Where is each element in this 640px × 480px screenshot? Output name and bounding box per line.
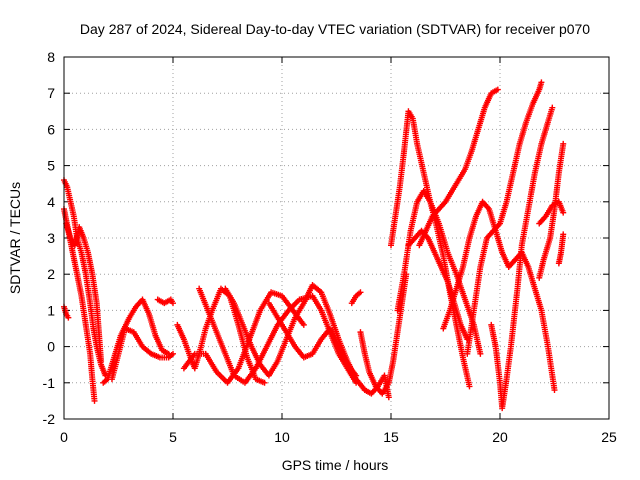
chart-title: Day 287 of 2024, Sidereal Day-to-day VTE… [80,21,590,37]
series-sat-l [265,300,360,379]
x-tick-label: 25 [601,429,617,445]
data-point [65,314,72,321]
x-axis-label: GPS time / hours [282,457,389,473]
y-tick-label: 3 [47,230,55,246]
y-tick-label: 2 [47,266,55,282]
x-tick-label: 20 [492,429,508,445]
series-sat-m [348,289,364,307]
y-tick-label: 5 [47,158,55,174]
series-sat-e [100,296,172,386]
series-sat-u [464,79,545,357]
series-sat-f [108,325,176,383]
y-axis-label: SDTVAR / TECUs [7,182,23,294]
data-point [560,140,567,147]
series-sat-x [536,140,567,281]
plot-frame [63,56,610,420]
y-tick-label: 6 [47,121,55,137]
y-tick-label: 1 [47,302,55,318]
series-sat-j [196,285,360,386]
data-point [91,397,98,404]
data-point [549,104,556,111]
data-point [261,379,268,386]
data-point [170,350,176,357]
x-tick-label: 10 [274,429,290,445]
data-point [170,300,176,307]
x-tick-label: 5 [169,429,177,445]
series-sat-o [361,372,392,401]
y-tick-label: 8 [47,49,55,65]
data-point [560,231,567,238]
data-point [494,86,501,93]
y-tick-label: 4 [47,194,55,210]
data-point [551,387,558,394]
series-sat-c [61,303,72,321]
y-tick-label: -1 [43,375,56,391]
y-tick-label: 7 [47,85,55,101]
data-points [61,79,567,412]
series-sat-v [488,104,556,412]
y-tick-label: -2 [43,411,56,427]
x-tick-label: 0 [60,429,68,445]
series-sat-t [440,198,558,394]
data-point [300,321,307,328]
data-point [98,358,105,365]
series-sat-g [154,296,176,307]
grid-lines [64,57,609,419]
data-point [538,79,545,86]
data-point [477,350,484,357]
data-point [466,383,473,390]
x-tick-label: 15 [383,429,399,445]
data-point [560,209,567,216]
data-point [357,289,364,296]
y-tick-label: 0 [47,339,55,355]
series-sat-s [416,86,501,249]
series-sat-r [405,227,471,343]
series-sat-y [555,231,567,267]
series-sat-d [63,220,105,365]
data-point [385,394,392,401]
data-point [353,372,360,379]
